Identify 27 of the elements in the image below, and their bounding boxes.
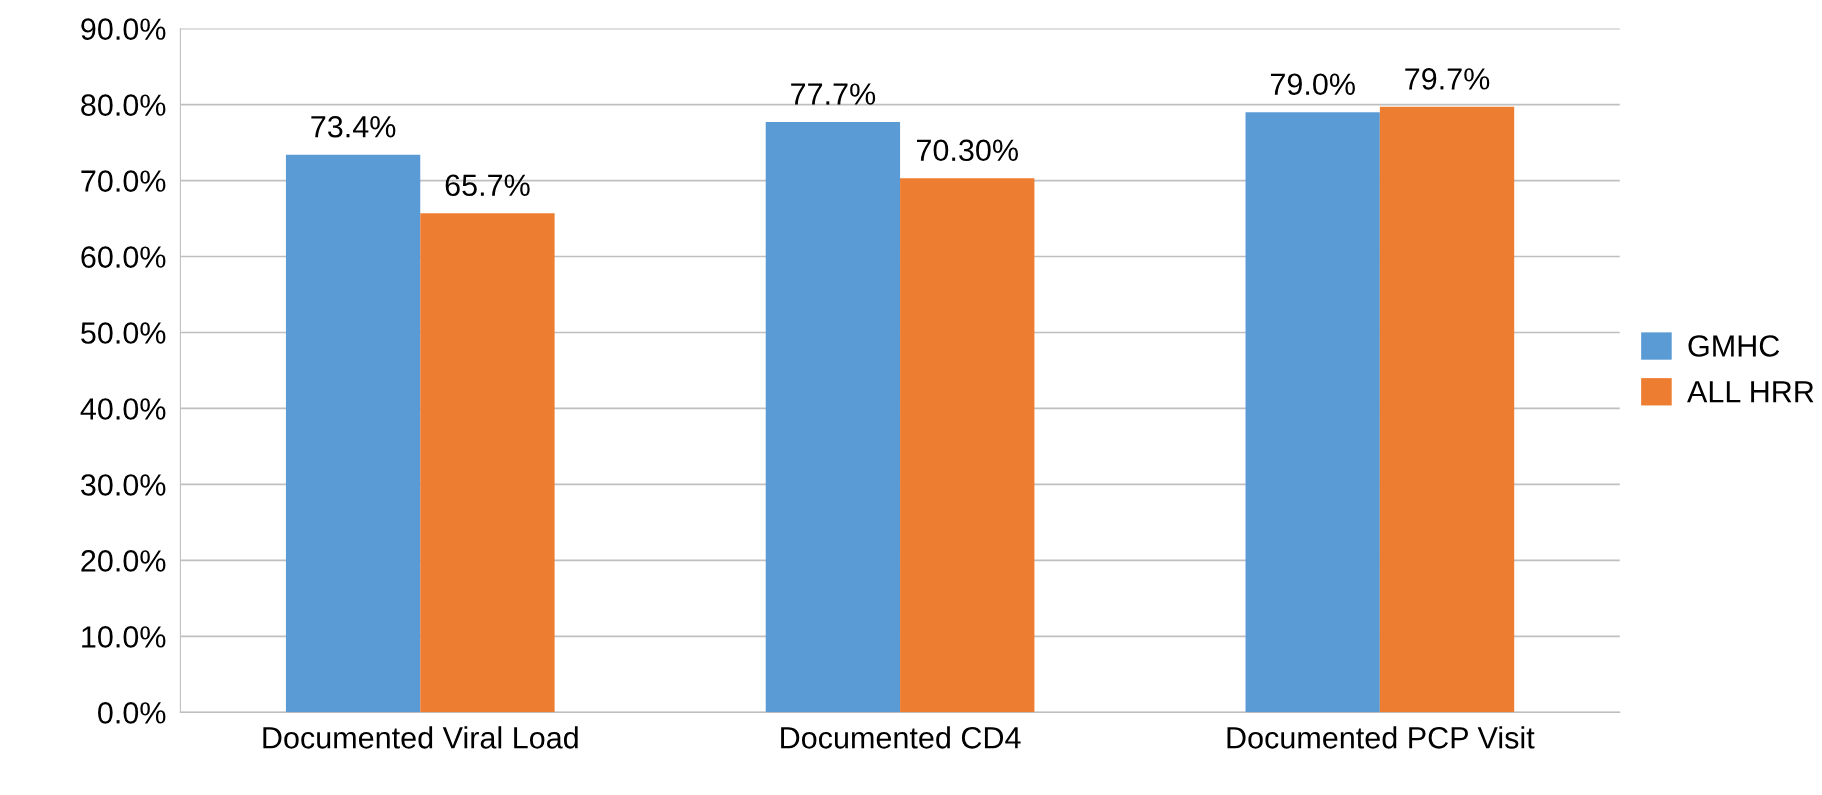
- bar: [420, 213, 555, 713]
- legend-label: GMHC: [1688, 335, 1780, 357]
- legend-label: ALL HRR: [1687, 381, 1814, 403]
- bar: [285, 154, 421, 713]
- y-tick-label: 70.0%: [81, 170, 166, 192]
- x-tick-label: Documented PCP Visit: [1227, 726, 1535, 749]
- bar: [765, 122, 901, 713]
- y-tick-label: 60.0%: [81, 246, 166, 268]
- bar: [900, 178, 1035, 713]
- y-tick-label: 40.0%: [80, 398, 166, 420]
- y-tick-label: 0.0%: [98, 702, 166, 724]
- y-tick-label: 80.0%: [81, 94, 166, 116]
- data-label: 79.0%: [1270, 73, 1355, 96]
- data-label: 77.7%: [791, 83, 876, 105]
- data-label: 70.30%: [916, 139, 1018, 162]
- data-label: 79.7%: [1405, 68, 1490, 90]
- data-label: 65.7%: [445, 174, 530, 197]
- y-tick-label: 10.0%: [82, 626, 166, 648]
- x-tick-label: Documented CD4: [781, 726, 1021, 749]
- y-tick-label: 90.0%: [81, 18, 166, 40]
- bar: [1245, 112, 1380, 713]
- y-tick-label: 20.0%: [81, 550, 166, 572]
- data-label: 73.4%: [311, 115, 396, 138]
- x-tick-label: Documented Viral Load: [263, 726, 578, 749]
- bar: [1379, 106, 1515, 713]
- y-tick-label: 50.0%: [81, 322, 166, 344]
- y-tick-label: 30.0%: [81, 474, 166, 496]
